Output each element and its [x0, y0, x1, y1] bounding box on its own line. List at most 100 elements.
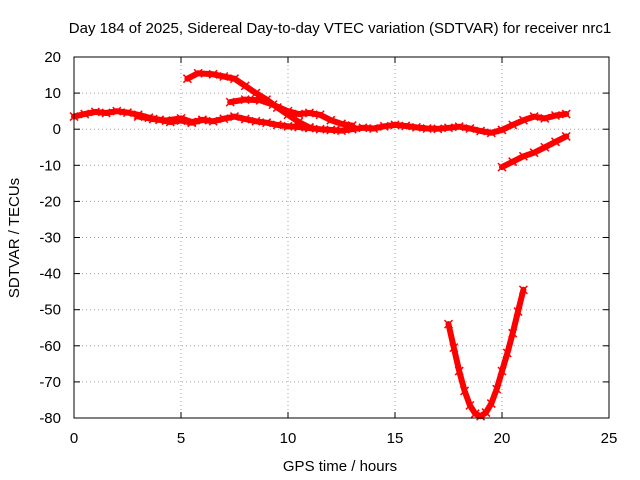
- data-point: [101, 108, 111, 118]
- chart-title: Day 184 of 2025, Sidereal Day-to-day VTE…: [69, 20, 611, 37]
- data-point: [529, 148, 539, 158]
- data-point: [262, 118, 272, 128]
- data-point: [315, 110, 325, 120]
- data-point: [449, 343, 459, 353]
- data-point: [540, 113, 550, 123]
- data-point: [422, 123, 432, 134]
- data-point: [561, 131, 571, 141]
- x-tick-label: 10: [280, 430, 297, 447]
- data-point: [176, 113, 186, 123]
- y-axis-label: SDTVAR / TECUs: [6, 178, 23, 298]
- y-tick-label: -20: [39, 193, 61, 210]
- data-point: [283, 106, 293, 116]
- series-upper-arc-b: [225, 95, 357, 131]
- y-tick-label: -10: [39, 157, 61, 174]
- data-point: [208, 69, 218, 79]
- data-point: [497, 125, 507, 135]
- data-point: [304, 122, 314, 132]
- data-point: [112, 106, 122, 116]
- data-point: [561, 109, 571, 119]
- data-point: [255, 95, 265, 105]
- data-point: [358, 123, 368, 133]
- y-tick-label: -50: [39, 302, 61, 319]
- data-point: [229, 112, 240, 122]
- data-point: [460, 386, 470, 396]
- y-tick-label: -30: [39, 230, 61, 247]
- data-point: [90, 107, 100, 117]
- data-point: [182, 74, 192, 84]
- x-tick-label: 0: [70, 430, 78, 447]
- data-point: [240, 114, 250, 124]
- data-point: [240, 95, 250, 105]
- data-point: [550, 110, 561, 121]
- data-point: [443, 319, 454, 329]
- data-point: [508, 328, 518, 338]
- data-point: [208, 116, 218, 126]
- series-secondary-band: [133, 112, 207, 127]
- data-point: [465, 123, 475, 134]
- x-axis-label: GPS time / hours: [283, 458, 397, 475]
- x-tick-label: 15: [387, 430, 404, 447]
- data-point: [497, 366, 507, 376]
- series-upper-arc-a: [182, 68, 314, 132]
- data-point: [197, 115, 207, 125]
- data-point: [225, 97, 235, 107]
- data-point: [433, 124, 443, 134]
- data-point: [508, 120, 518, 130]
- y-tick-label: -40: [39, 266, 61, 283]
- data-point: [497, 162, 507, 172]
- data-point: [465, 400, 475, 410]
- data-point: [502, 348, 512, 358]
- data-point: [326, 115, 336, 125]
- y-tick-label: -60: [39, 338, 61, 355]
- data-point: [401, 121, 411, 131]
- data-point: [219, 71, 229, 82]
- data-point: [529, 112, 539, 122]
- data-point: [518, 151, 528, 161]
- data-point: [518, 115, 528, 125]
- data-point: [251, 116, 261, 126]
- data-point: [470, 409, 480, 419]
- data-point: [80, 109, 90, 119]
- x-tick-label: 20: [494, 430, 511, 447]
- series-lower-rising-track: [497, 131, 571, 172]
- data-series: [69, 68, 571, 421]
- data-point: [122, 108, 133, 118]
- data-point: [486, 399, 496, 409]
- data-point: [379, 121, 389, 131]
- data-point: [411, 122, 421, 132]
- data-point: [336, 119, 347, 129]
- data-point: [229, 74, 240, 84]
- data-point: [133, 112, 143, 122]
- data-point: [508, 157, 518, 167]
- data-point: [193, 68, 203, 78]
- data-point: [518, 285, 528, 295]
- data-point: [294, 109, 304, 119]
- data-point: [336, 126, 347, 136]
- data-point: [347, 121, 357, 131]
- data-point: [294, 117, 304, 127]
- data-point: [268, 100, 278, 110]
- y-tick-label: -80: [39, 410, 61, 427]
- data-point: [251, 88, 261, 98]
- x-tick-label: 5: [177, 430, 185, 447]
- y-tick-label: 0: [53, 121, 61, 138]
- axis-ticks: 0 5 10 15 20 25 -80 -70 -60 -50 -40 -30 -20 -10 0 10 20: [39, 49, 617, 447]
- data-point: [148, 114, 158, 124]
- data-point: [390, 120, 400, 130]
- data-point: [369, 123, 379, 134]
- series-deep-dip: [443, 285, 528, 421]
- data-point: [443, 123, 454, 133]
- data-point: [486, 128, 496, 138]
- x-tick-label: 25: [601, 430, 618, 447]
- data-point: [454, 122, 464, 132]
- data-point: [540, 142, 550, 152]
- data-point: [454, 366, 464, 376]
- data-point: [272, 120, 282, 130]
- series-line: [135, 113, 206, 125]
- data-point: [315, 124, 325, 134]
- y-tick-label: -70: [39, 374, 61, 391]
- data-point: [161, 116, 171, 126]
